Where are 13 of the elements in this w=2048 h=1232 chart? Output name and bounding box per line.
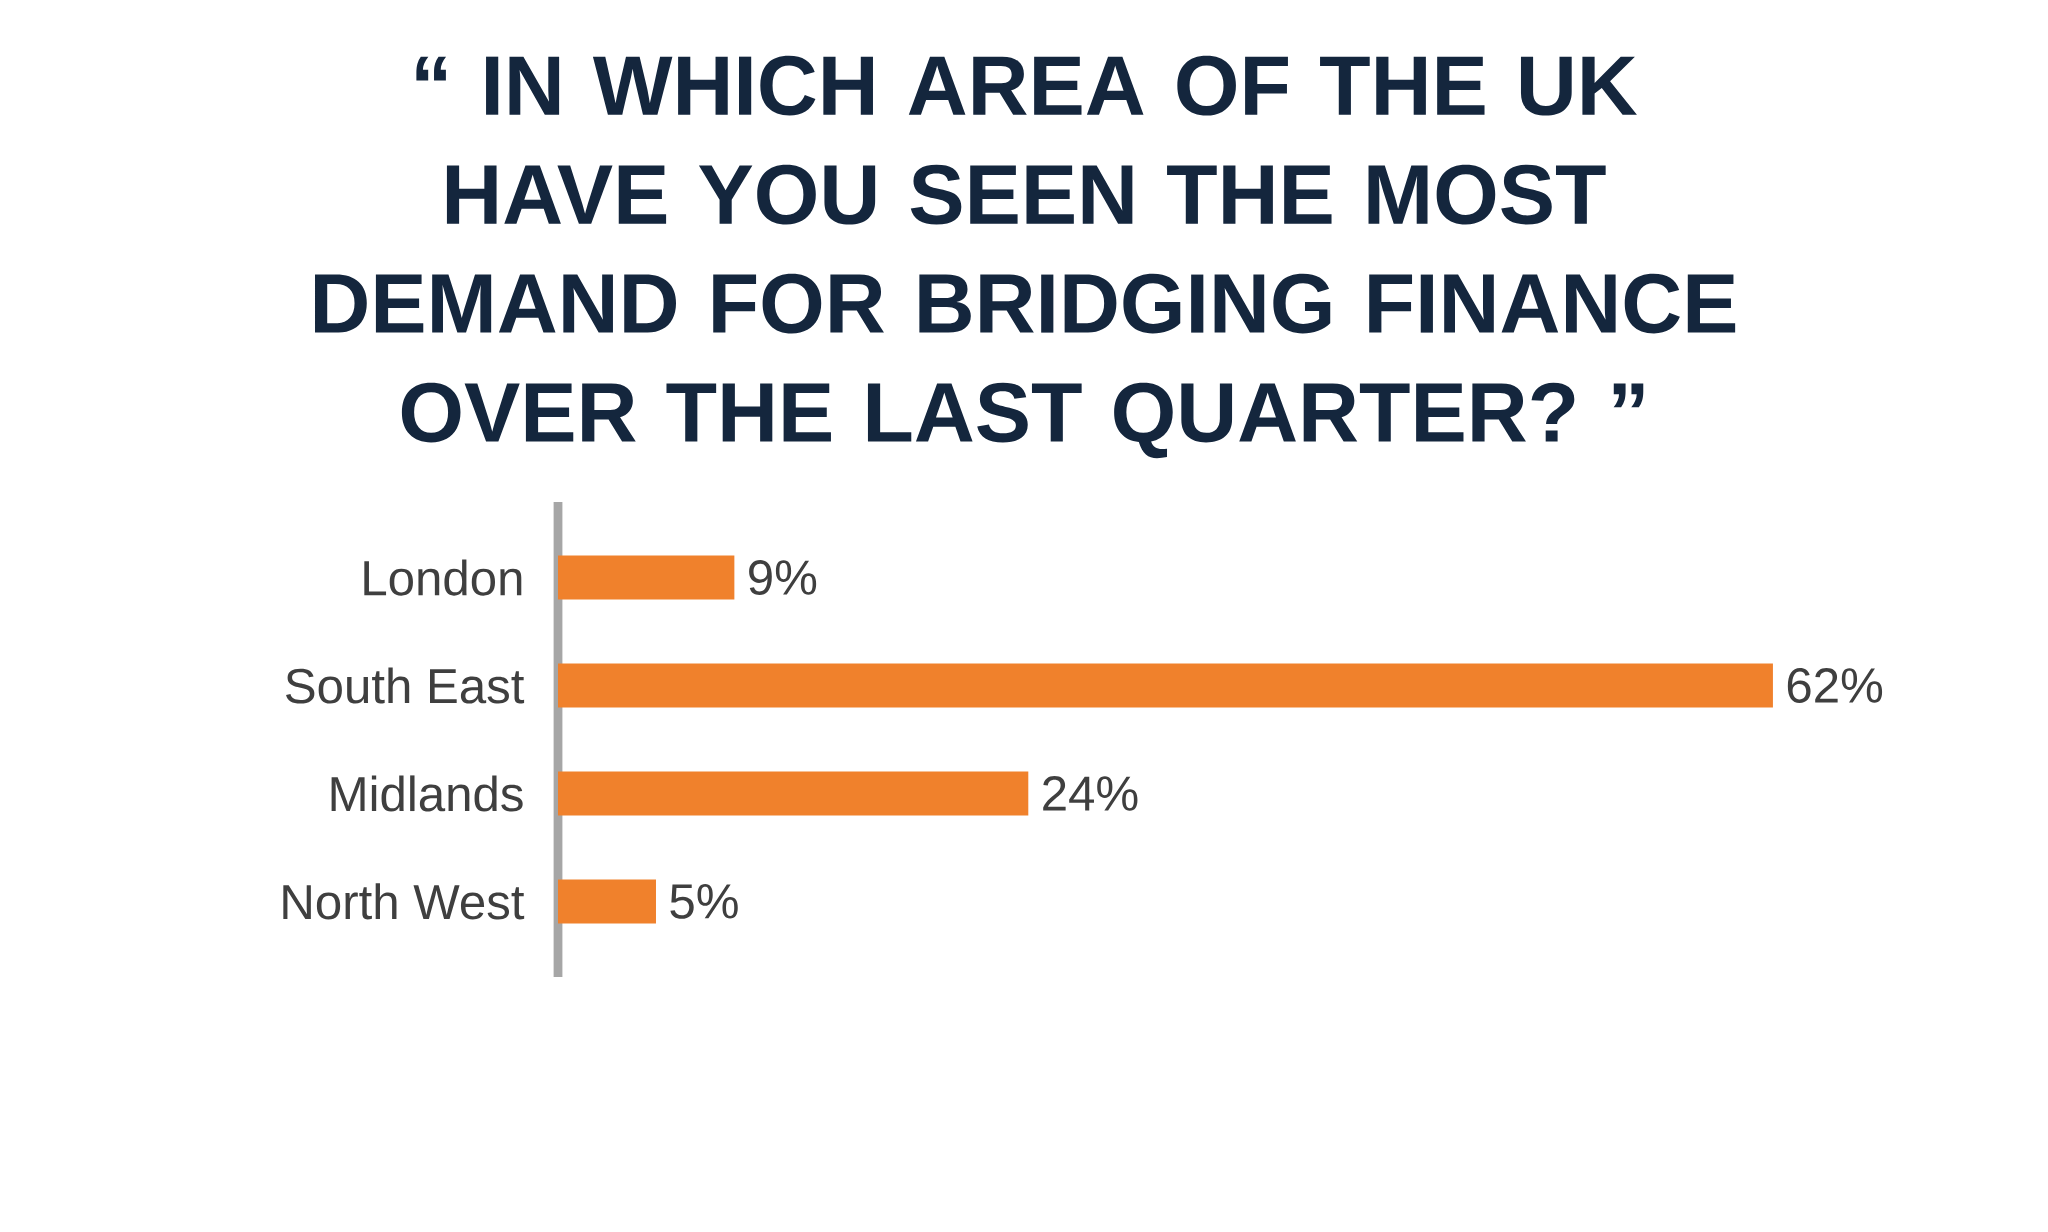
data-label: 24%	[1043, 776, 1138, 811]
y-tick-label: London	[364, 559, 522, 596]
data-label: 62%	[1787, 668, 1883, 703]
y-tick-label: South East	[286, 667, 525, 704]
y-tick-label: Midlands	[331, 775, 523, 812]
y-tick-label: North West	[283, 883, 525, 920]
data-label: 5%	[670, 884, 738, 919]
bar	[558, 663, 1773, 708]
chart-title: “ IN WHICH AREA OF THE UK HAVE YOU SEEN THE MOST DEMAND FOR BRIDGING FINANCE OVER THE LAST QUARTER? ”	[315, 55, 1736, 459]
bar	[558, 879, 656, 924]
bar	[558, 771, 1029, 816]
bar	[558, 555, 735, 600]
data-label: 9%	[749, 560, 817, 595]
